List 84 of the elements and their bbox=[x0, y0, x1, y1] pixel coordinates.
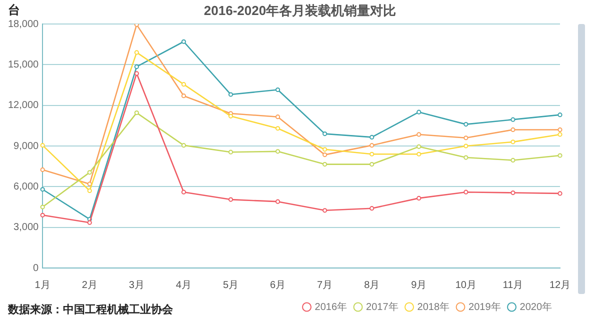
point bbox=[87, 220, 92, 225]
y-axis-title: 台 bbox=[8, 2, 20, 19]
point bbox=[370, 143, 374, 148]
x-tick-label: 7月 bbox=[317, 280, 333, 291]
point bbox=[275, 87, 280, 92]
point bbox=[464, 144, 468, 148]
point bbox=[134, 71, 139, 76]
point bbox=[134, 64, 139, 69]
y-tick-label: 18,000 bbox=[8, 18, 40, 30]
legend-label: 2018年 bbox=[417, 300, 450, 313]
x-tick-label: 6月 bbox=[270, 280, 286, 291]
y-tick-label: 0 bbox=[33, 262, 40, 274]
point bbox=[322, 147, 328, 152]
point bbox=[416, 152, 422, 156]
point bbox=[558, 132, 562, 137]
point bbox=[134, 110, 139, 116]
point bbox=[181, 94, 186, 98]
point bbox=[228, 92, 234, 97]
point bbox=[40, 212, 45, 218]
point bbox=[87, 170, 92, 175]
point bbox=[228, 150, 234, 154]
point bbox=[416, 110, 422, 114]
x-tick-label: 2月 bbox=[82, 280, 98, 291]
point bbox=[416, 196, 422, 200]
legend-label: 2020年 bbox=[520, 300, 552, 313]
point bbox=[275, 126, 280, 131]
y-tick-label: 12,000 bbox=[8, 100, 40, 112]
point bbox=[40, 167, 45, 172]
point bbox=[416, 144, 422, 149]
x-tick-label: 3月 bbox=[128, 280, 144, 291]
point bbox=[181, 39, 186, 44]
point bbox=[181, 143, 186, 148]
point bbox=[275, 199, 280, 204]
y-tick-label: 15,000 bbox=[8, 59, 40, 70]
x-tick-label: 9月 bbox=[411, 280, 427, 291]
point bbox=[558, 112, 562, 118]
point bbox=[510, 158, 516, 163]
x-tick-label: 1月 bbox=[34, 280, 50, 291]
point bbox=[181, 190, 186, 194]
point bbox=[40, 187, 45, 192]
point bbox=[181, 82, 186, 87]
y-tick-label: 3,000 bbox=[14, 222, 40, 234]
source-note: 数据来源：中国工程机械工业协会 bbox=[8, 302, 173, 317]
x-tick-label: 5月 bbox=[222, 280, 239, 291]
legend-label: 2017年 bbox=[366, 300, 398, 313]
point bbox=[322, 132, 328, 136]
point bbox=[510, 127, 516, 132]
point bbox=[464, 122, 468, 127]
point bbox=[464, 136, 468, 140]
point bbox=[416, 132, 422, 137]
x-tick-label: 4月 bbox=[176, 280, 192, 291]
legend-label: 2016年 bbox=[314, 300, 348, 313]
chart-title: 2016-2020年各月装载机销量对比 bbox=[204, 3, 396, 18]
point bbox=[370, 206, 374, 211]
point bbox=[228, 114, 234, 118]
point bbox=[558, 153, 562, 158]
y-tick-label: 9,000 bbox=[14, 140, 40, 152]
x-tick-label: 12月 bbox=[549, 280, 571, 291]
point bbox=[370, 134, 374, 140]
x-tick-label: 8月 bbox=[364, 280, 380, 291]
point bbox=[510, 117, 516, 122]
point bbox=[275, 114, 280, 120]
point bbox=[322, 152, 328, 158]
point bbox=[228, 197, 234, 202]
point bbox=[322, 208, 328, 213]
legend-label: 2019年 bbox=[468, 300, 501, 313]
point bbox=[464, 190, 468, 194]
point bbox=[275, 149, 280, 154]
point bbox=[134, 50, 139, 55]
point bbox=[87, 182, 92, 186]
y-tick-label: 6,000 bbox=[14, 181, 40, 192]
point bbox=[370, 162, 374, 167]
point bbox=[40, 204, 45, 210]
point bbox=[87, 188, 92, 194]
point bbox=[40, 143, 45, 148]
point bbox=[370, 152, 374, 156]
point bbox=[558, 191, 562, 196]
point bbox=[322, 162, 328, 167]
point bbox=[558, 127, 562, 132]
point bbox=[464, 155, 468, 160]
x-tick-label: 11月 bbox=[502, 280, 524, 291]
point bbox=[510, 190, 516, 196]
x-tick-label: 10月 bbox=[455, 280, 476, 291]
point bbox=[510, 140, 516, 144]
